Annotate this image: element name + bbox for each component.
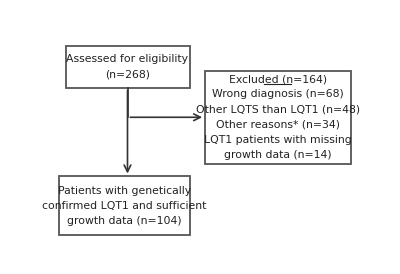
Text: (n=268): (n=268) — [105, 69, 150, 79]
Text: Patients with genetically: Patients with genetically — [58, 186, 191, 196]
Bar — [205, 71, 351, 164]
Text: Excluded (n=164): Excluded (n=164) — [229, 74, 327, 84]
Text: Wrong diagnosis (n=68): Wrong diagnosis (n=68) — [212, 90, 344, 99]
Bar — [59, 176, 190, 235]
Text: growth data (n=104): growth data (n=104) — [67, 216, 182, 226]
Text: growth data (n=14): growth data (n=14) — [224, 150, 332, 160]
Text: Other reasons* (n=34): Other reasons* (n=34) — [216, 120, 340, 130]
Text: Assessed for eligibility: Assessed for eligibility — [66, 54, 188, 64]
Text: Other LQTS than LQT1 (n=48): Other LQTS than LQT1 (n=48) — [196, 105, 360, 115]
Bar — [66, 45, 190, 88]
Text: LQT1 patients with missing: LQT1 patients with missing — [204, 135, 352, 145]
Text: confirmed LQT1 and sufficient: confirmed LQT1 and sufficient — [42, 201, 206, 211]
